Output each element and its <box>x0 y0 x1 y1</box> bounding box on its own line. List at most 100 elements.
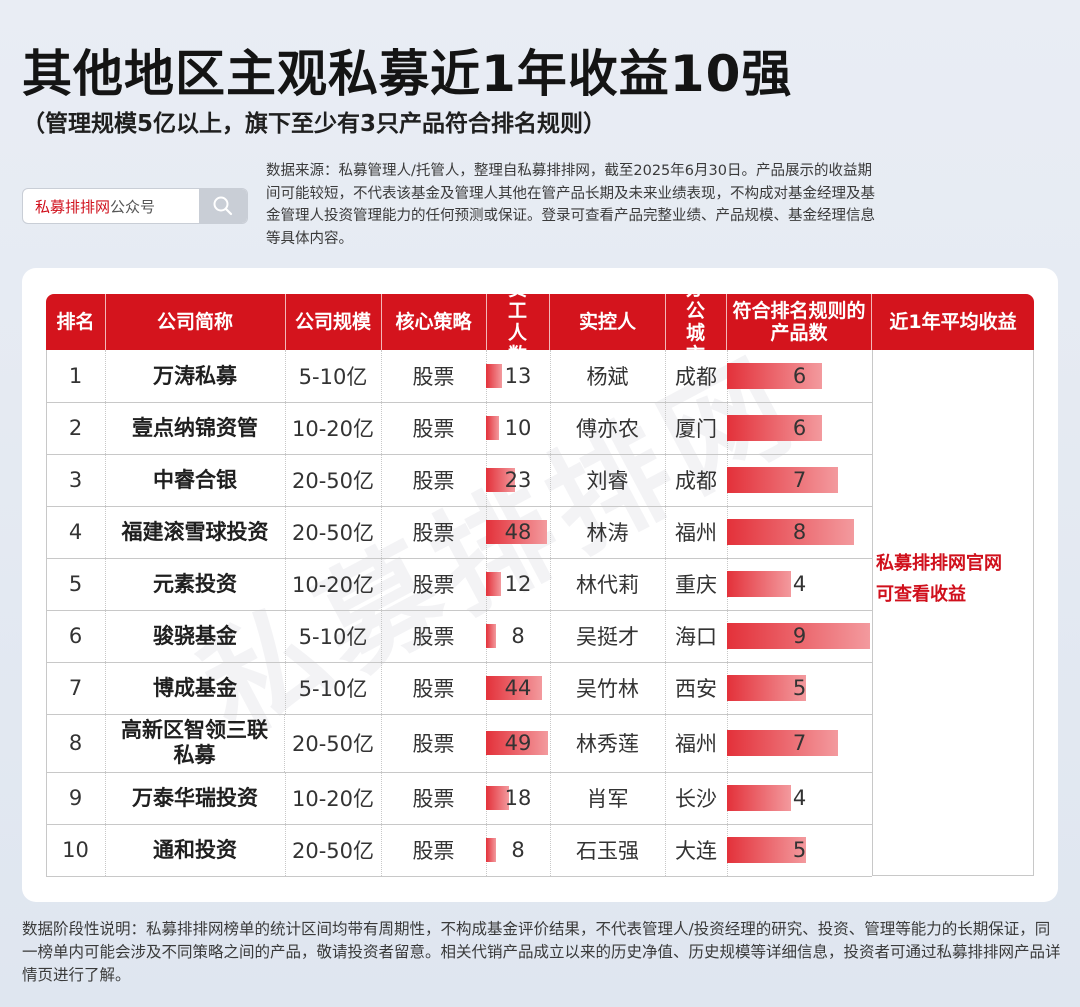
cell-controller: 吴挺才 <box>550 610 666 662</box>
cell-strategy: 股票 <box>381 350 487 402</box>
cell-products: 9 <box>727 610 873 662</box>
cell-controller: 杨斌 <box>550 350 666 402</box>
table-row[interactable]: 6 骏骁基金 5-10亿 股票 8 吴挺才 海口 9 <box>46 610 873 663</box>
products-bar <box>727 467 839 493</box>
cell-staff: 18 <box>486 772 551 824</box>
cell-scale: 5-10亿 <box>285 662 382 714</box>
staff-value: 23 <box>504 468 532 492</box>
header-return: 近1年平均收益 <box>889 311 1017 333</box>
cell-rank: 2 <box>46 402 106 454</box>
cell-city: 海口 <box>665 610 728 662</box>
staff-bar <box>486 468 516 492</box>
cell-name: 高新区智领三联私募 <box>105 714 285 772</box>
table-row[interactable]: 4 福建滚雪球投资 20-50亿 股票 48 林涛 福州 8 <box>46 506 873 559</box>
staff-bar <box>486 624 497 648</box>
staff-bar <box>486 572 502 596</box>
search-placeholder: 私募排排网公众号 <box>23 196 199 217</box>
products-value: 4 <box>792 786 807 810</box>
table-row[interactable]: 2 壹点纳锦资管 10-20亿 股票 10 傅亦农 厦门 6 <box>46 402 873 455</box>
cell-products: 4 <box>727 558 873 610</box>
cell-products: 5 <box>727 662 873 714</box>
cell-controller: 肖军 <box>550 772 666 824</box>
cell-staff: 44 <box>486 662 551 714</box>
cell-products: 6 <box>727 402 873 454</box>
page-title: 其他地区主观私募近1年收益10强 <box>22 45 793 103</box>
staff-value: 13 <box>504 364 532 388</box>
products-value: 7 <box>792 731 807 755</box>
cell-rank: 8 <box>46 714 106 772</box>
cell-strategy: 股票 <box>381 610 487 662</box>
cell-name: 中睿合银 <box>105 454 286 506</box>
return-note[interactable]: 私募排排网官网 可查看收益 <box>876 548 1002 610</box>
cell-controller: 石玉强 <box>550 824 666 876</box>
cell-strategy: 股票 <box>381 506 487 558</box>
cell-scale: 10-20亿 <box>285 772 382 824</box>
staff-value: 49 <box>504 731 532 755</box>
cell-staff: 48 <box>486 506 551 558</box>
cell-products: 4 <box>727 772 873 824</box>
cell-rank: 3 <box>46 454 106 506</box>
cell-staff: 23 <box>486 454 551 506</box>
cell-name: 元素投资 <box>105 558 286 610</box>
cell-name: 壹点纳锦资管 <box>105 402 286 454</box>
table-row[interactable]: 3 中睿合银 20-50亿 股票 23 刘睿 成都 7 <box>46 454 873 507</box>
staff-bar <box>486 676 542 700</box>
cell-name: 通和投资 <box>105 824 286 876</box>
products-bar <box>727 571 791 597</box>
cell-staff: 8 <box>486 610 551 662</box>
cell-scale: 20-50亿 <box>285 506 382 558</box>
cell-strategy: 股票 <box>381 772 487 824</box>
staff-bar <box>486 838 497 862</box>
cell-controller: 吴竹林 <box>550 662 666 714</box>
cell-scale: 5-10亿 <box>285 350 382 402</box>
return-note-line2: 可查看收益 <box>876 584 966 605</box>
cell-scale: 20-50亿 <box>285 454 382 506</box>
products-value: 6 <box>792 416 807 440</box>
staff-bar <box>486 520 547 544</box>
staff-value: 10 <box>504 416 532 440</box>
cell-city: 长沙 <box>665 772 728 824</box>
header-scale: 公司规模 <box>285 294 382 350</box>
return-column <box>872 350 1034 876</box>
staff-bar <box>486 786 509 810</box>
cell-strategy: 股票 <box>381 558 487 610</box>
data-source-note: 数据来源：私募管理人/托管人，整理自私募排排网，截至2025年6月30日。产品展… <box>266 163 875 247</box>
products-bar <box>727 730 839 756</box>
table-row[interactable]: 7 博成基金 5-10亿 股票 44 吴竹林 西安 5 <box>46 662 873 715</box>
cell-city: 大连 <box>665 824 728 876</box>
table-row[interactable]: 1 万涛私募 5-10亿 股票 13 杨斌 成都 6 <box>46 350 873 403</box>
cell-products: 5 <box>727 824 873 876</box>
products-value: 8 <box>792 520 807 544</box>
cell-strategy: 股票 <box>381 824 487 876</box>
products-bar <box>727 837 807 863</box>
table-row[interactable]: 9 万泰华瑞投资 10-20亿 股票 18 肖军 长沙 4 <box>46 772 873 825</box>
staff-bar <box>486 731 548 755</box>
cell-city: 福州 <box>665 714 728 772</box>
cell-strategy: 股票 <box>381 454 487 506</box>
table-header: 排名公司简称公司规模核心策略员工人数实控人办公城市符合排名规则的产品数近1年平均… <box>46 278 1034 366</box>
cell-city: 西安 <box>665 662 728 714</box>
products-bar <box>727 519 855 545</box>
header-rank: 排名 <box>46 294 106 350</box>
table-row[interactable]: 10 通和投资 20-50亿 股票 8 石玉强 大连 5 <box>46 824 873 877</box>
search-button[interactable] <box>199 189 247 223</box>
cell-city: 福州 <box>665 506 728 558</box>
table-row[interactable]: 8 高新区智领三联私募 20-50亿 股票 49 林秀莲 福州 7 <box>46 714 873 773</box>
search-box[interactable]: 私募排排网公众号 <box>22 188 248 224</box>
cell-rank: 7 <box>46 662 106 714</box>
products-bar <box>727 675 807 701</box>
cell-city: 成都 <box>665 350 728 402</box>
cell-name: 博成基金 <box>105 662 286 714</box>
cell-scale: 20-50亿 <box>285 824 382 876</box>
cell-controller: 林代莉 <box>550 558 666 610</box>
staff-value: 8 <box>511 624 525 648</box>
cell-rank: 10 <box>46 824 106 876</box>
cell-strategy: 股票 <box>381 662 487 714</box>
cell-staff: 8 <box>486 824 551 876</box>
table-card <box>22 268 1058 902</box>
table-row[interactable]: 5 元素投资 10-20亿 股票 12 林代莉 重庆 4 <box>46 558 873 611</box>
cell-name: 万涛私募 <box>105 350 286 402</box>
cell-name: 骏骁基金 <box>105 610 286 662</box>
staff-bar <box>486 416 499 440</box>
products-value: 7 <box>792 468 807 492</box>
